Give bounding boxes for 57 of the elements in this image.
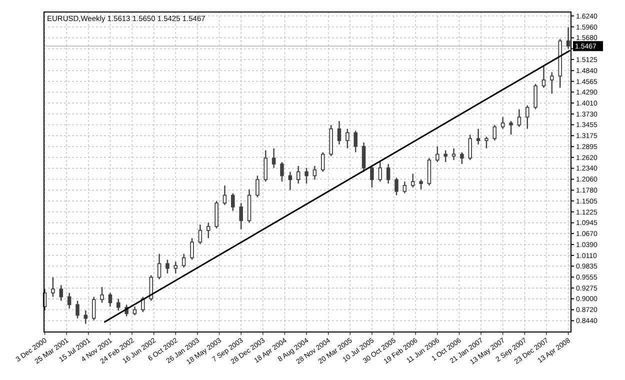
candlestick: [436, 146, 440, 163]
candlestick: [492, 124, 497, 142]
candlestick: [346, 128, 350, 149]
candlestick: [542, 66, 546, 88]
candlestick: [427, 158, 432, 186]
candlestick: [517, 108, 522, 128]
candlestick: [321, 152, 325, 172]
candlestick: [272, 148, 276, 168]
candlestick: [362, 142, 366, 172]
candlestick: [410, 173, 415, 188]
candlestick: [59, 284, 64, 302]
candlestick: [174, 261, 178, 274]
candlestick: [337, 120, 342, 146]
candlestick: [509, 120, 513, 136]
candlestick: [378, 161, 382, 182]
candlestick: [256, 175, 260, 198]
candlestick: [108, 292, 112, 308]
candlestick: [92, 296, 96, 321]
candlestick: [394, 177, 398, 196]
candlestick: [190, 238, 194, 260]
candlestick: [51, 276, 55, 298]
candlestick: [239, 202, 243, 230]
candlestick: [419, 179, 423, 190]
candlestick: [296, 165, 300, 184]
candlestick: [67, 292, 72, 310]
candlestick: [460, 152, 464, 165]
candlestick: [222, 184, 227, 206]
candlestick: [312, 165, 317, 180]
candlestick: [444, 150, 448, 163]
candlestick: [206, 222, 210, 239]
candlestick: [141, 296, 145, 313]
candlestick: [525, 104, 530, 130]
candlestick: [354, 130, 358, 153]
candlestick: [84, 310, 88, 324]
candlestick: [198, 224, 202, 245]
candlestick: [304, 167, 308, 184]
candlestick: [550, 72, 554, 94]
candlestick: [214, 200, 218, 230]
candlestick: [386, 163, 390, 184]
candlestick: [182, 253, 186, 268]
candlestick: [231, 192, 235, 212]
candlestick: [157, 253, 162, 280]
candlestick: [402, 180, 407, 194]
candlestick: [76, 300, 80, 319]
candlestick: [500, 116, 505, 130]
candlestick: [534, 83, 538, 110]
candlestick: [100, 286, 104, 304]
candlestick: [280, 161, 284, 182]
candlestick: [288, 171, 292, 191]
candlestick: [116, 298, 120, 312]
candlestick: [264, 150, 268, 182]
candlestick: [370, 165, 374, 188]
candlestick: [468, 134, 472, 161]
candlestick: [484, 136, 488, 149]
candlestick: [166, 259, 170, 274]
candlestick: [476, 128, 480, 146]
candlestick: [149, 274, 153, 302]
